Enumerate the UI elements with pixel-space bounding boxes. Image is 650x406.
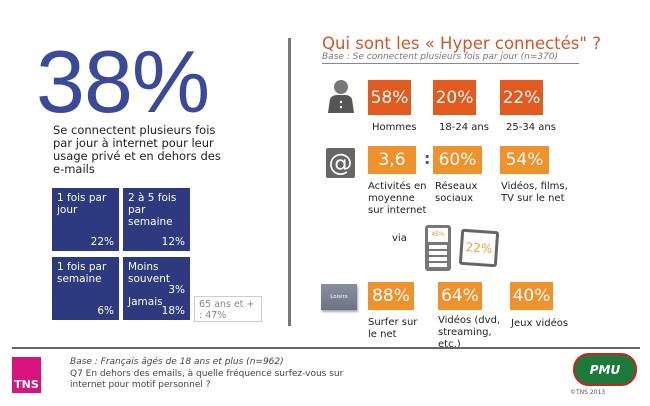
freq-box: Moins souvent 3% Jamais 18% — [123, 257, 190, 320]
via-label: via — [392, 233, 407, 244]
stat-box: 20% — [433, 80, 476, 115]
stat-box: 22% — [500, 80, 543, 115]
freq-value: 18% — [161, 305, 185, 317]
stat-label: Activités en moyenne sur internet — [368, 181, 427, 216]
stat-label: Jeux vidéos — [511, 318, 569, 329]
stat-box: 40% — [510, 282, 553, 310]
leisure-icon-label: Loisirs — [330, 294, 348, 300]
footer-divider — [12, 347, 640, 349]
leisure-icon: Loisirs — [321, 284, 357, 310]
freq-label: 1 fois par jour — [57, 192, 107, 216]
stat-label: 25-34 ans — [506, 122, 556, 133]
stat-box: 88% — [368, 282, 414, 310]
stat-box: 3,6 — [368, 146, 416, 174]
freq-label: 2 à 5 fois par semaine — [128, 192, 177, 228]
freq-value: 6% — [97, 305, 114, 317]
freq-value: 12% — [161, 236, 185, 248]
stat-label: 18-24 ans — [439, 122, 489, 133]
footer-base: Base : Français âgés de 18 ans et plus (… — [70, 357, 284, 367]
separator: : — [424, 149, 431, 168]
age-note: 65 ans et + : 47% — [194, 296, 262, 322]
stat-box: 58% — [368, 80, 411, 115]
big-stat: 38% — [36, 32, 210, 131]
stat-box: 60% — [433, 146, 482, 174]
stat-box: 64% — [438, 282, 482, 310]
stat-label: Réseaux sociaux — [435, 181, 478, 204]
freq-box: 1 fois par jour 22% — [52, 188, 119, 251]
copyright: ©TNS 2013 — [570, 389, 606, 396]
divider — [288, 38, 291, 326]
stat-description: Se connectent plusieurs fois par jour à … — [53, 123, 221, 176]
freq-label: Moins souvent — [128, 261, 170, 285]
stat-label: Vidéos (dvd, streaming, etc.) — [438, 315, 501, 350]
freq-value: 22% — [90, 236, 114, 248]
footer-question: Q7 En dehors des emails, à quelle fréque… — [70, 369, 344, 390]
section-base: Base : Se connectent plusieurs fois par … — [322, 52, 579, 64]
freq-box: 2 à 5 fois par semaine 12% — [123, 188, 190, 251]
mobile-value: 45% — [428, 228, 448, 242]
freq-box: 1 fois par semaine 6% — [52, 257, 119, 320]
at-icon: @ — [326, 148, 355, 178]
mobile-icon: 45% — [425, 225, 451, 271]
tns-logo: TNS — [12, 357, 41, 393]
person-icon — [328, 80, 354, 113]
freq-value: 3% — [168, 284, 185, 296]
freq-label: 1 fois par semaine — [57, 261, 107, 285]
stat-label: Surfer sur le net — [368, 317, 418, 340]
pmu-logo: PMU — [573, 353, 637, 386]
section-title: Qui sont les « Hyper connectés" ? — [322, 34, 601, 53]
tablet-value: 22% — [465, 240, 493, 256]
stat-label: Hommes — [372, 122, 417, 133]
stat-box: 54% — [500, 146, 549, 174]
tablet-icon: 22% — [458, 228, 500, 268]
stat-label: Vidéos, films, TV sur le net — [501, 181, 568, 204]
freq-label: Jamais — [128, 296, 163, 308]
